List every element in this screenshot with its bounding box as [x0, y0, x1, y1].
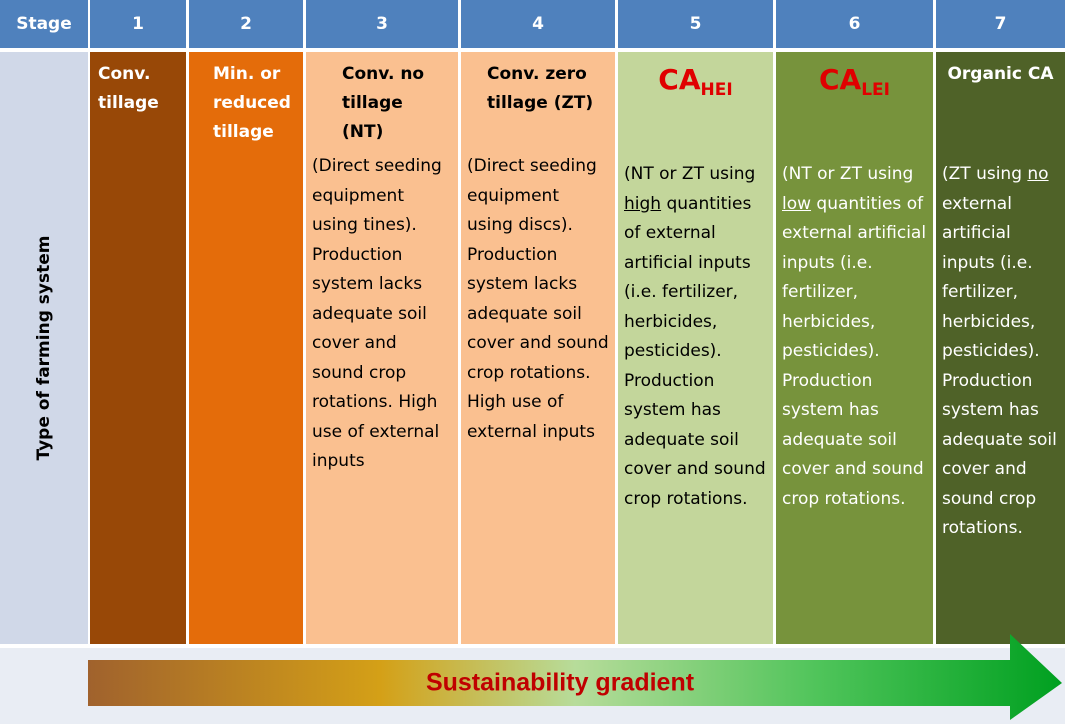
column: Organic CA [936, 52, 1065, 644]
description: (NT or ZT using high quantities of exter… [618, 160, 773, 514]
text: (NT or ZT using [624, 164, 756, 184]
column-title: Min. or reduced tillage [213, 64, 291, 142]
emphasis: low [782, 193, 812, 214]
description: (Direct seeding equipment using discs). … [467, 156, 609, 442]
stage: 2 [189, 0, 303, 48]
description: (Direct seeding equipment using tines). … [312, 156, 442, 471]
stage: 6 [776, 0, 933, 48]
stage-label: Stage [0, 0, 88, 48]
arrow-label: Sustainability gradient [426, 669, 695, 697]
text: quantities of external artificial inputs… [624, 193, 766, 509]
emphasis: high [624, 193, 662, 214]
column: Conv. no tillage (NT) [306, 52, 458, 644]
title-main: CA [658, 63, 701, 96]
title-main: CA [819, 63, 862, 96]
text: (NT or ZT using [782, 164, 914, 184]
column: CAHEI [618, 52, 773, 644]
stage: 4 [461, 0, 615, 48]
column-title: CAHEI [626, 60, 765, 110]
column-title: Conv. tillage [98, 64, 159, 113]
column-title: Conv. zero tillage (ZT) [487, 64, 594, 113]
stage: 1 [90, 0, 186, 48]
text: (ZT using [942, 164, 1028, 184]
column-title: Organic CA [947, 64, 1054, 84]
column: CALEI [776, 52, 933, 644]
description: (ZT using no external artificial inputs … [936, 160, 1065, 544]
stage: 5 [618, 0, 773, 48]
description: (NT or ZT using low quantities of extern… [776, 160, 933, 514]
title-sub: LEI [861, 80, 890, 100]
column: Min. or reduced tillage [189, 52, 303, 644]
emphasis: no [1027, 164, 1049, 184]
column: Conv. tillage [90, 52, 186, 644]
stage: 7 [936, 0, 1065, 48]
column-title: CALEI [784, 60, 925, 110]
column: Conv. zero tillage (ZT) [461, 52, 615, 644]
row-label-cell: Type of farming system [0, 52, 88, 644]
title-sub: HEI [700, 80, 733, 100]
text: external artificial inputs (i.e. fertili… [942, 193, 1057, 539]
text: quantities of external artificial inputs… [782, 193, 927, 509]
column-title: Conv. no tillage (NT) [342, 64, 425, 142]
gradient-arrow [88, 634, 1062, 720]
stage: 3 [306, 0, 458, 48]
